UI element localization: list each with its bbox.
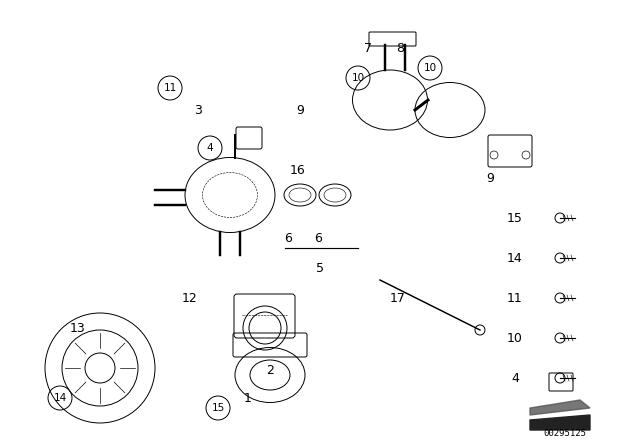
Text: 9: 9 — [296, 103, 304, 116]
Text: 00295125: 00295125 — [543, 429, 586, 438]
Text: 10: 10 — [507, 332, 523, 345]
Text: 11: 11 — [507, 292, 523, 305]
Text: 6: 6 — [284, 232, 292, 245]
Text: 10: 10 — [351, 73, 365, 83]
Text: 7: 7 — [364, 42, 372, 55]
Text: 14: 14 — [53, 393, 67, 403]
Text: 5: 5 — [316, 262, 324, 275]
Text: 2: 2 — [266, 363, 274, 376]
Text: 4: 4 — [207, 143, 213, 153]
Text: 13: 13 — [70, 322, 86, 335]
Text: 10: 10 — [424, 63, 436, 73]
Text: 3: 3 — [194, 103, 202, 116]
Polygon shape — [530, 400, 590, 415]
Text: 15: 15 — [211, 403, 225, 413]
Text: 16: 16 — [290, 164, 306, 177]
Text: 1: 1 — [244, 392, 252, 405]
Text: 15: 15 — [507, 211, 523, 224]
Polygon shape — [530, 415, 590, 430]
Text: 17: 17 — [390, 292, 406, 305]
Text: 11: 11 — [163, 83, 177, 93]
Text: 6: 6 — [314, 232, 322, 245]
Text: 12: 12 — [182, 292, 198, 305]
Text: 4: 4 — [511, 371, 519, 384]
Text: 14: 14 — [507, 251, 523, 264]
Text: 9: 9 — [486, 172, 494, 185]
Text: 8: 8 — [396, 42, 404, 55]
